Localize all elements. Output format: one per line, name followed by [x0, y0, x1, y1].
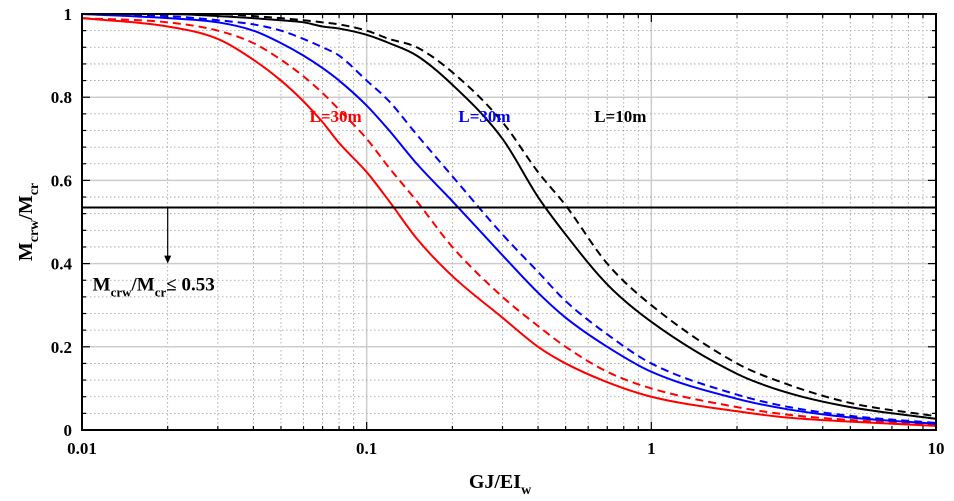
series-line-3 — [81, 13, 937, 425]
series-line-6 — [82, 12, 937, 418]
y-tick-label: 0.4 — [51, 255, 73, 274]
grid — [82, 14, 936, 430]
y-tick-labels: 0 0.2 0.4 0.6 0.8 1 — [51, 5, 73, 440]
arrow-head — [164, 255, 172, 264]
series-line-1 — [81, 17, 937, 427]
tick-marks — [81, 13, 937, 431]
annotations: L=30m L=30m L=10m Mcrw/Mcr≤ 0.53 — [93, 107, 647, 299]
length-label-2: L=30m — [458, 107, 510, 126]
x-tick-label: 10 — [928, 439, 945, 458]
y-tick-label: 0.2 — [51, 338, 72, 357]
series-line-4 — [81, 13, 937, 424]
x-tick-labels: 0.01 0.1 1 10 — [67, 439, 944, 458]
series-line-2 — [81, 17, 937, 427]
threshold-label: Mcrw/Mcr≤ 0.53 — [93, 275, 215, 300]
y-tick-label: 0.8 — [51, 88, 72, 107]
y-tick-label: 0 — [64, 421, 73, 440]
reference-line-group — [82, 206, 936, 264]
length-label-3: L=10m — [594, 107, 646, 126]
y-tick-label: 1 — [64, 5, 73, 24]
x-tick-label: 0.01 — [67, 439, 97, 458]
series-line-5 — [82, 12, 937, 420]
plot-frame — [81, 13, 937, 431]
y-tick-label: 0.6 — [51, 171, 72, 190]
x-tick-label: 1 — [647, 439, 656, 458]
y-axis-label: Mcrw/Mcr — [15, 183, 42, 261]
x-tick-label: 0.1 — [356, 439, 377, 458]
length-label-1: L=30m — [310, 107, 362, 126]
curves — [81, 12, 937, 427]
x-axis-label: GJ/EIw — [469, 471, 532, 498]
